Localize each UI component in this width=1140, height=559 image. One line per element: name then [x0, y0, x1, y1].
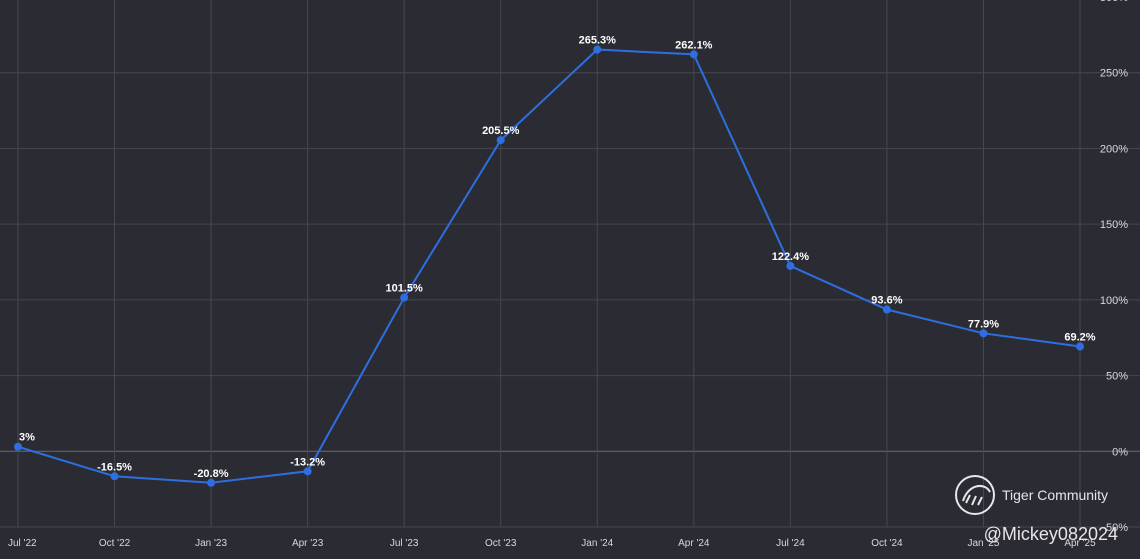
watermark-handle: @Mickey082024	[984, 524, 1118, 544]
data-point[interactable]	[14, 442, 22, 451]
y-tick-label: 300%	[1100, 0, 1128, 4]
series-group	[14, 45, 1084, 487]
y-tick-label: 0%	[1112, 446, 1128, 458]
data-point[interactable]	[303, 467, 312, 476]
data-point[interactable]	[496, 136, 505, 145]
data-point[interactable]	[1076, 342, 1084, 351]
watermark-brand: Tiger Community	[1002, 487, 1108, 503]
data-point[interactable]	[786, 261, 795, 270]
data-label: 262.1%	[675, 39, 713, 51]
x-tick-label: Oct '22	[99, 538, 131, 549]
grid	[0, 0, 1140, 528]
x-axis: Jul '22 Oct '22 Jan '23 Apr '23 Jul '23 Oct '…	[8, 538, 1096, 549]
data-point[interactable]	[207, 478, 216, 487]
x-tick-label: Jul '24	[776, 538, 805, 549]
data-label: 93.6%	[871, 295, 902, 307]
y-tick-label: 50%	[1106, 371, 1128, 383]
tiger-logo-icon	[955, 475, 995, 515]
series-line	[17, 48, 1081, 484]
x-tick-label: Jan '23	[195, 538, 227, 549]
x-tick-label: Apr '23	[292, 538, 324, 549]
x-tick-label: Oct '23	[485, 538, 517, 549]
x-tick-label: Jan '24	[581, 538, 613, 549]
data-labels: 3% -16.5% -20.8% -13.2% 101.5% 205.5% 265.3% 26…	[19, 35, 1096, 480]
y-tick-label: -50%	[1102, 522, 1128, 534]
watermark: Tiger Community @Mickey082024	[955, 475, 1118, 544]
y-tick-label: 200%	[1100, 143, 1128, 155]
x-tick-label: Apr '25	[1064, 538, 1096, 549]
data-label: 122.4%	[772, 251, 810, 263]
y-tick-label: 150%	[1100, 219, 1128, 231]
data-label: 101.5%	[386, 283, 424, 295]
data-point[interactable]	[979, 329, 988, 338]
data-label: 205.5%	[482, 125, 520, 137]
data-point[interactable]	[882, 305, 891, 314]
y-axis: -50% 0% 50% 100% 150% 200% 250% 300%	[1100, 0, 1128, 534]
data-point[interactable]	[593, 45, 602, 54]
x-tick-label: Jan '25	[967, 538, 999, 549]
data-point[interactable]	[110, 472, 119, 481]
y-tick-label: 100%	[1100, 295, 1128, 307]
data-label: 69.2%	[1064, 331, 1095, 343]
data-label: -13.2%	[290, 456, 325, 468]
data-label: -16.5%	[97, 461, 132, 473]
x-tick-label: Oct '24	[871, 538, 903, 549]
data-point[interactable]	[400, 293, 409, 302]
x-tick-label: Jul '22	[8, 538, 37, 549]
data-label: -20.8%	[194, 468, 229, 480]
data-label: 265.3%	[579, 35, 617, 47]
x-tick-label: Jul '23	[390, 538, 419, 549]
data-label: 3%	[19, 432, 35, 444]
data-point[interactable]	[689, 50, 698, 59]
x-tick-label: Apr '24	[678, 538, 710, 549]
y-tick-label: 250%	[1100, 68, 1128, 80]
data-label: 77.9%	[968, 318, 999, 330]
